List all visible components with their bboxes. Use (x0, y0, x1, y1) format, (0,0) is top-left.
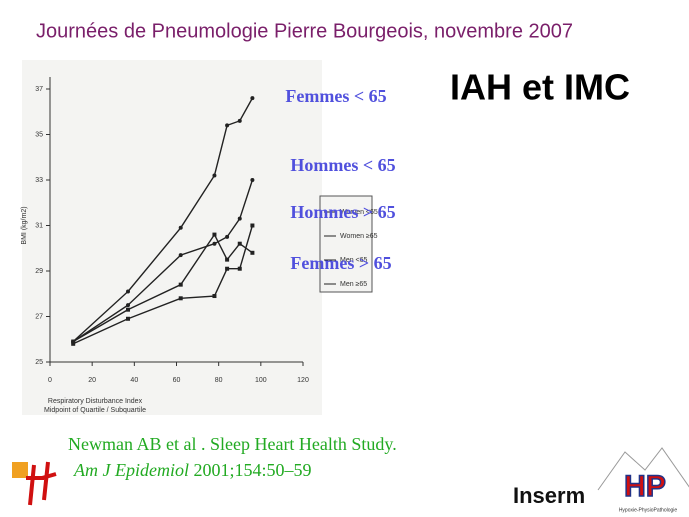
annotation: Hommes > 65 (290, 202, 395, 222)
citation-journal: Am J Epidemiol (73, 460, 189, 480)
data-point (212, 241, 217, 246)
data-point (250, 250, 255, 255)
data-point (178, 225, 183, 230)
y-tick-label: 29 (35, 268, 43, 275)
data-point (250, 96, 255, 101)
data-point (212, 232, 217, 237)
data-point (237, 241, 242, 246)
data-point (126, 289, 131, 294)
data-point (237, 118, 242, 123)
hp-letters: HP (624, 470, 666, 503)
data-point (225, 266, 230, 271)
data-point (126, 316, 131, 321)
y-axis-label: BMI (kg/m2) (21, 206, 28, 244)
data-point (250, 178, 255, 182)
data-point (212, 294, 217, 299)
annotation: Femmes > 65 (290, 253, 391, 273)
data-point (237, 266, 242, 271)
slide-title: IAH et IMC (450, 67, 630, 108)
citation: Newman AB et al . Sleep Heart Health Stu… (68, 434, 397, 454)
annotation: Hommes < 65 (290, 155, 395, 175)
legend-entry: Men ≥65 (340, 281, 367, 288)
legend-entry: Women ≥65 (340, 233, 378, 240)
x-axis-label: Respiratory Disturbance Index (48, 398, 143, 405)
data-point (225, 234, 230, 239)
inserm-logo: Inserm (513, 483, 585, 508)
y-tick-label: 35 (35, 131, 43, 138)
x-tick-label: 60 (173, 377, 181, 384)
citation-details: 2001;154:50–59 (193, 460, 311, 480)
x-tick-label: 0 (48, 377, 52, 384)
x-tick-label: 100 (255, 377, 267, 384)
x-tick-label: 40 (130, 377, 138, 384)
x-tick-label: 120 (297, 377, 309, 384)
data-point (178, 253, 183, 258)
annotation: Femmes < 65 (285, 86, 386, 106)
data-point (178, 282, 183, 287)
data-point (71, 341, 76, 346)
legend-entry: Men <65 (340, 257, 368, 264)
citation: Am J Epidemiol 2001;154:50–59 (73, 460, 312, 480)
data-point (126, 307, 131, 312)
x-tick-label: 20 (88, 377, 96, 384)
y-tick-label: 27 (35, 313, 43, 320)
y-tick-label: 25 (35, 359, 43, 366)
jf-logo (12, 461, 57, 506)
hp-logo: HP Hypoxie-PhysioPathologie (597, 447, 689, 513)
y-tick-label: 37 (35, 86, 43, 93)
header: Journées de Pneumologie Pierre Bourgeois… (36, 20, 573, 42)
data-point (225, 123, 230, 128)
data-point (178, 296, 183, 301)
y-tick-label: 33 (35, 177, 43, 184)
hp-caption: Hypoxie-PhysioPathologie (619, 507, 678, 513)
data-point (237, 216, 242, 221)
data-point (250, 223, 255, 228)
x-tick-label: 80 (215, 377, 223, 384)
y-tick-label: 31 (35, 222, 43, 229)
legend-entry: Women <65 (340, 209, 378, 216)
data-point (126, 303, 131, 308)
data-point (225, 257, 230, 262)
data-point (212, 173, 217, 178)
x-axis-sublabel: Midpoint of Quartile / Subquartile (44, 407, 146, 414)
